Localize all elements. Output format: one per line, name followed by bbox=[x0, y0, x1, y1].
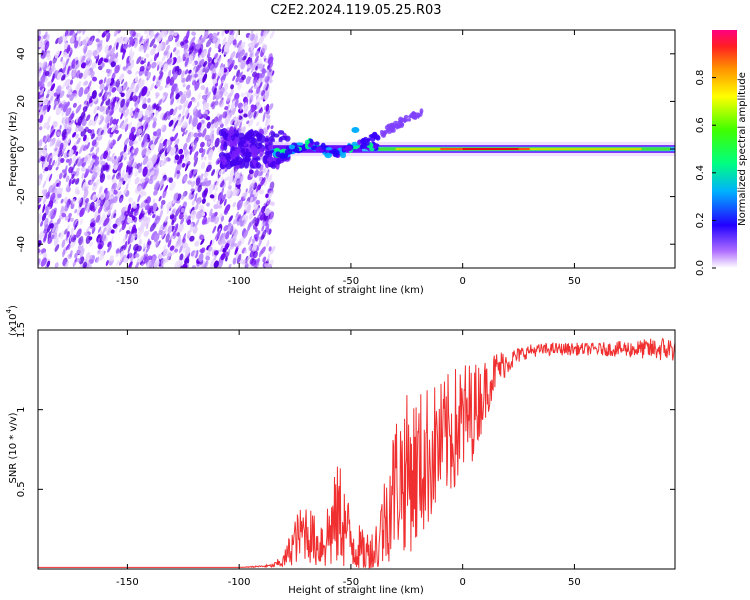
spectrogram-x-label: Height of straight line (km) bbox=[288, 285, 424, 296]
snr-panel: -150 -100 -50 0 50 0.5 1 1.5 Height of straigh… bbox=[5, 305, 676, 596]
snr-x-axis: -150 -100 -50 0 50 bbox=[116, 330, 581, 588]
colorbar-gradient bbox=[712, 30, 737, 268]
snr-y-tick-label: 0.5 bbox=[16, 481, 27, 497]
colorbar-ticks: 0.0 0.2 0.4 0.6 0.8 bbox=[695, 70, 716, 276]
snr-x-tick-label: 0 bbox=[459, 577, 465, 588]
spectrogram-y-tick-label: 0 bbox=[16, 146, 27, 152]
spectrogram-panel: -150 -100 -50 0 50 -40 -20 0 20 40 Height of str… bbox=[8, 29, 676, 296]
spectrogram-x-tick-label: -100 bbox=[228, 276, 251, 287]
spectrogram-x-tick-label: 50 bbox=[568, 276, 581, 287]
spectrogram-x-tick-label: -150 bbox=[116, 276, 139, 287]
signal-branch bbox=[351, 108, 424, 148]
spectrogram-x-tick-label: 0 bbox=[459, 276, 465, 287]
colorbar-tick-label: 0.4 bbox=[695, 165, 706, 181]
snr-y-scale-exponent: 4 bbox=[5, 308, 13, 313]
noise-speckles bbox=[38, 30, 276, 268]
spectrogram-y-tick-label: -20 bbox=[16, 188, 27, 204]
snr-y-scale-suffix: ) bbox=[8, 305, 19, 309]
snr-x-tick-label: -100 bbox=[228, 577, 251, 588]
spectrogram-x-tick-label: -50 bbox=[343, 276, 359, 287]
branch-hotspot bbox=[351, 126, 360, 133]
spectrogram-y-tick-label: 20 bbox=[16, 95, 27, 108]
colorbar: 0.0 0.2 0.4 0.6 0.8 Normalized spectral ampl… bbox=[695, 30, 748, 276]
snr-series-line bbox=[38, 337, 675, 569]
snr-y-scale-prefix: (x10 bbox=[8, 313, 19, 336]
colorbar-label: Normalized spectral amplitude bbox=[737, 72, 748, 226]
svg-text:(x104): (x104) bbox=[5, 305, 19, 336]
snr-y-label: SNR (10 * v/v) bbox=[8, 412, 19, 483]
colorbar-tick-label: 0.8 bbox=[695, 70, 706, 86]
snr-y-tick-label: 1 bbox=[16, 406, 27, 412]
snr-y-axis: 0.5 1 1.5 bbox=[16, 322, 675, 497]
snr-frame bbox=[37, 329, 676, 570]
snr-x-tick-label: -150 bbox=[116, 577, 139, 588]
snr-x-tick-label: -50 bbox=[343, 577, 359, 588]
spectrogram-y-tick-label: -40 bbox=[16, 236, 27, 252]
colorbar-tick-label: 0.2 bbox=[695, 212, 706, 228]
spectrogram-marks bbox=[38, 30, 675, 268]
snr-y-scale: (x104) bbox=[5, 305, 19, 336]
snr-y-tick-label: 1.5 bbox=[16, 322, 27, 338]
spectrogram-y-axis: -40 -20 0 20 40 bbox=[16, 47, 675, 252]
spectrogram-y-tick-label: 40 bbox=[16, 47, 27, 60]
snr-marks bbox=[38, 337, 675, 569]
snr-x-tick-label: 50 bbox=[568, 577, 581, 588]
colorbar-tick-label: 0.0 bbox=[695, 260, 706, 276]
chart-title: C2E2.2024.119.05.25.R03 bbox=[270, 3, 441, 18]
spectrogram-x-axis: -150 -100 -50 0 50 bbox=[116, 30, 581, 287]
snr-x-label: Height of straight line (km) bbox=[288, 585, 424, 596]
spectrogram-y-label: Frequency (Hz) bbox=[8, 111, 19, 187]
colorbar-tick-label: 0.6 bbox=[695, 117, 706, 133]
